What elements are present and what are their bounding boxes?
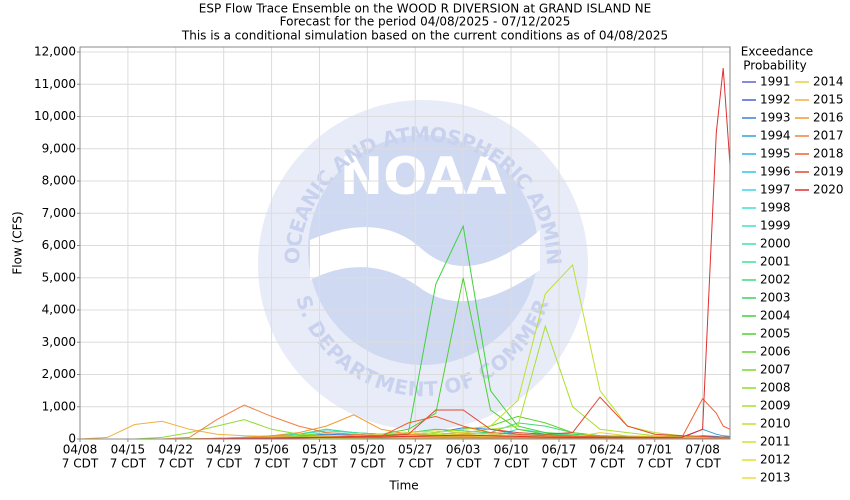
x-tick-label: 06/10: [494, 443, 529, 457]
legend-label: 2010: [760, 417, 791, 431]
legend-label: 2000: [760, 237, 791, 251]
x-tick-sublabel: 7 CDT: [301, 457, 338, 471]
x-tick-sublabel: 7 CDT: [589, 457, 626, 471]
legend-label: 1992: [760, 93, 791, 107]
x-tick-label: 07/08: [685, 443, 720, 457]
y-tick-label: 12,000: [34, 45, 76, 59]
legend-label: 2001: [760, 255, 791, 269]
x-tick-label: 07/01: [637, 443, 672, 457]
x-tick-label: 06/24: [590, 443, 625, 457]
legend-label: 2013: [760, 471, 791, 485]
y-tick-label: 2,000: [42, 367, 76, 381]
series-line: [80, 404, 730, 440]
legend-title: Exceedance: [741, 45, 813, 59]
chart-subtitle: This is a conditional simulation based o…: [181, 29, 668, 43]
y-tick-label: 10,000: [34, 109, 76, 123]
x-tick-label: 04/22: [158, 443, 193, 457]
x-tick-sublabel: 7 CDT: [397, 457, 434, 471]
x-tick-label: 05/13: [302, 443, 337, 457]
x-tick-sublabel: 7 CDT: [253, 457, 290, 471]
legend-label: 2011: [760, 435, 791, 449]
legend-label: 2003: [760, 291, 791, 305]
y-tick-label: 4,000: [42, 303, 76, 317]
x-tick-sublabel: 7 CDT: [349, 457, 386, 471]
legend-label: 2002: [760, 273, 791, 287]
x-tick-sublabel: 7 CDT: [445, 457, 482, 471]
y-tick-label: 3,000: [42, 335, 76, 349]
x-tick-sublabel: 7 CDT: [684, 457, 721, 471]
x-tick-sublabel: 7 CDT: [158, 457, 195, 471]
x-axis-label: Time: [388, 479, 418, 493]
x-tick-sublabel: 7 CDT: [493, 457, 530, 471]
y-tick-label: 0: [68, 432, 76, 446]
legend-label: 2005: [760, 327, 791, 341]
legend-label: 2018: [813, 147, 844, 161]
legend-label: 2004: [760, 309, 791, 323]
legend-label: 1993: [760, 111, 791, 125]
legend-label: 1991: [760, 75, 791, 89]
legend-label: 2012: [760, 453, 791, 467]
legend-label: 1995: [760, 147, 791, 161]
y-tick-label: 8,000: [42, 174, 76, 188]
legend-label: 2009: [760, 399, 791, 413]
x-tick-sublabel: 7 CDT: [637, 457, 674, 471]
legend-label: 1999: [760, 219, 791, 233]
x-tick-label: 04/08: [63, 443, 98, 457]
x-tick-sublabel: 7 CDT: [110, 457, 147, 471]
chart-title: ESP Flow Trace Ensemble on the WOOD R DI…: [199, 2, 651, 16]
legend-label: 2020: [813, 183, 844, 197]
x-tick-label: 05/27: [398, 443, 433, 457]
y-tick-label: 11,000: [34, 77, 76, 91]
legend-label: 1996: [760, 165, 791, 179]
legend-label: 1994: [760, 129, 791, 143]
y-tick-label: 5,000: [42, 270, 76, 284]
x-tick-sublabel: 7 CDT: [62, 457, 99, 471]
y-tick-label: 6,000: [42, 238, 76, 252]
watermark: NOAA NATIONAL OCEANIC AND ATMOSPHERIC AD…: [0, 0, 588, 430]
x-tick-sublabel: 7 CDT: [541, 457, 578, 471]
x-tick-label: 04/15: [111, 443, 146, 457]
legend-title: Probability: [743, 59, 806, 73]
x-tick-label: 05/20: [350, 443, 385, 457]
legend-label: 2019: [813, 165, 844, 179]
x-tick-label: 05/06: [254, 443, 289, 457]
y-axis-label: Flow (CFS): [11, 211, 25, 274]
x-tick-label: 06/17: [542, 443, 577, 457]
y-tick-label: 1,000: [42, 399, 76, 413]
legend-label: 2017: [813, 129, 844, 143]
legend-label: 2008: [760, 381, 791, 395]
legend-label: 1997: [760, 183, 791, 197]
x-tick-label: 04/29: [206, 443, 241, 457]
y-tick-label: 7,000: [42, 206, 76, 220]
x-tick-label: 06/03: [446, 443, 481, 457]
y-tick-label: 9,000: [42, 141, 76, 155]
legend-label: 2006: [760, 345, 791, 359]
legend-label: 2016: [813, 111, 844, 125]
x-tick-sublabel: 7 CDT: [205, 457, 242, 471]
plot-frame: [79, 46, 731, 440]
legend-label: 1998: [760, 201, 791, 215]
chart-subtitle: Forecast for the period 04/08/2025 - 07/…: [280, 15, 571, 29]
legend-label: 2015: [813, 93, 844, 107]
legend-label: 2014: [813, 75, 844, 89]
legend-label: 2007: [760, 363, 791, 377]
